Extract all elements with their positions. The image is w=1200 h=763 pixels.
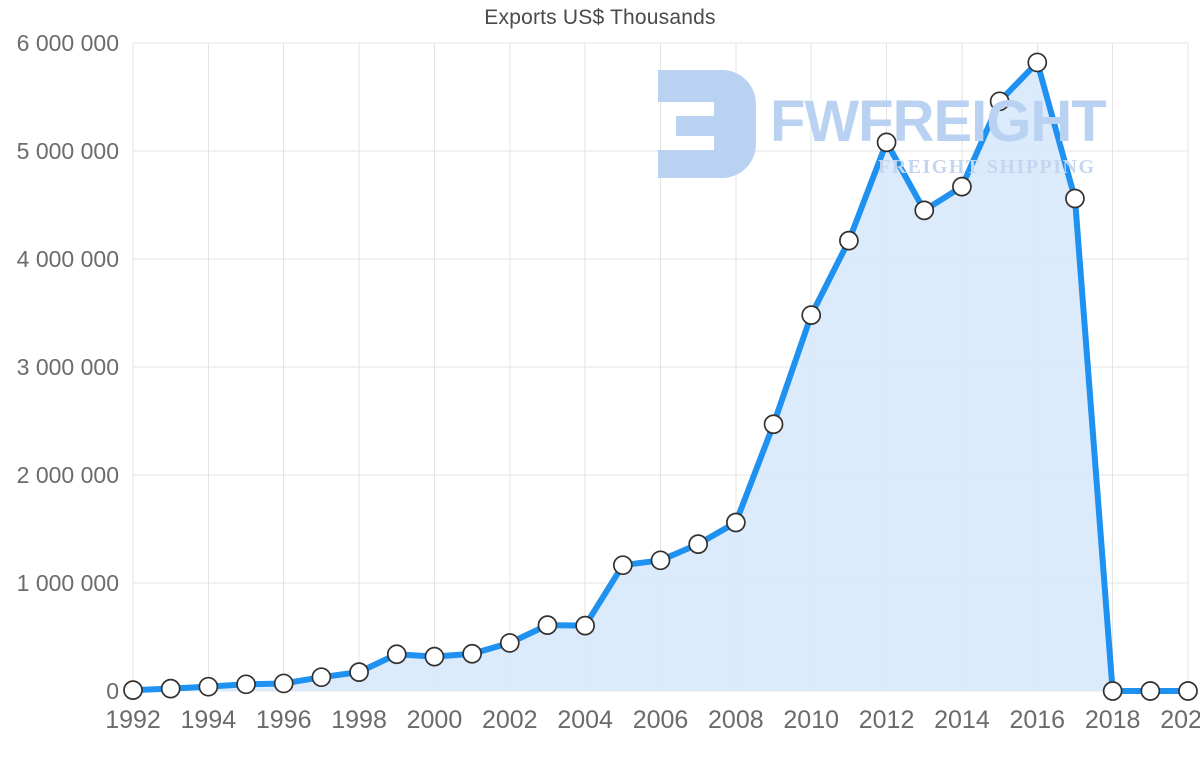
data-point-marker[interactable] — [989, 91, 1010, 112]
y-axis-tick-labels: 0 1 000 000 2 000 000 3 000 000 4 000 000 5 0… — [17, 30, 119, 704]
x-tick-label: 1992 — [105, 706, 161, 734]
data-point-marker[interactable] — [537, 615, 558, 635]
data-point-marker[interactable] — [839, 230, 859, 251]
data-point-marker[interactable] — [160, 678, 181, 699]
data-point-marker[interactable] — [763, 414, 784, 435]
y-tick-label: 0 — [106, 678, 119, 704]
data-point-marker[interactable] — [198, 676, 219, 697]
data-point-marker[interactable] — [1178, 681, 1198, 701]
y-tick-label: 4 000 000 — [17, 246, 119, 272]
data-point-marker[interactable] — [462, 643, 482, 664]
x-tick-label: 2012 — [859, 706, 915, 734]
data-point-marker[interactable] — [123, 680, 143, 700]
x-tick-label: 2000 — [407, 706, 463, 734]
x-tick-label: 2008 — [708, 706, 764, 734]
data-point-marker[interactable] — [952, 176, 972, 197]
x-tick-label: 2014 — [934, 706, 990, 734]
chart-title: Exports US$ Thousands — [484, 6, 716, 29]
data-point-marker[interactable] — [386, 644, 407, 665]
y-tick-label: 6 000 000 — [17, 30, 119, 56]
data-point-marker[interactable] — [914, 200, 935, 221]
x-tick-label: 2018 — [1085, 706, 1141, 734]
data-point-marker[interactable] — [1140, 681, 1161, 701]
y-tick-label: 2 000 000 — [17, 462, 119, 488]
x-axis-tick-labels: 1992 1994 1996 1998 2000 2002 2004 2006 2008 2010… — [105, 706, 1200, 734]
data-point-marker[interactable] — [650, 550, 671, 571]
x-tick-label: 2010 — [783, 706, 839, 734]
x-tick-label: 1996 — [256, 706, 312, 734]
data-point-marker[interactable] — [349, 662, 369, 682]
data-point-marker[interactable] — [575, 615, 595, 636]
x-tick-label: 2016 — [1009, 706, 1065, 734]
data-point-marker[interactable] — [612, 555, 633, 576]
x-tick-label: 2020 — [1160, 706, 1200, 734]
series-markers — [123, 52, 1198, 701]
data-point-marker[interactable] — [801, 305, 822, 326]
x-tick-label: 2004 — [557, 706, 613, 734]
data-point-marker[interactable] — [688, 534, 709, 554]
y-tick-label: 5 000 000 — [17, 138, 119, 164]
y-tick-label: 3 000 000 — [17, 354, 119, 380]
x-tick-label: 2002 — [482, 706, 538, 734]
data-point-marker[interactable] — [1027, 52, 1048, 73]
x-tick-label: 1998 — [331, 706, 387, 734]
data-point-marker[interactable] — [236, 674, 256, 695]
data-point-marker[interactable] — [1102, 681, 1123, 701]
data-point-marker[interactable] — [424, 646, 445, 667]
data-point-marker[interactable] — [726, 512, 746, 533]
y-tick-label: 1 000 000 — [17, 570, 119, 596]
x-tick-label: 1994 — [181, 706, 237, 734]
data-point-marker[interactable] — [876, 132, 897, 153]
data-point-marker[interactable] — [1065, 188, 1085, 209]
x-tick-label: 2006 — [633, 706, 689, 734]
data-point-marker[interactable] — [311, 667, 332, 688]
data-point-marker[interactable] — [499, 633, 520, 653]
data-point-marker[interactable] — [273, 673, 294, 694]
